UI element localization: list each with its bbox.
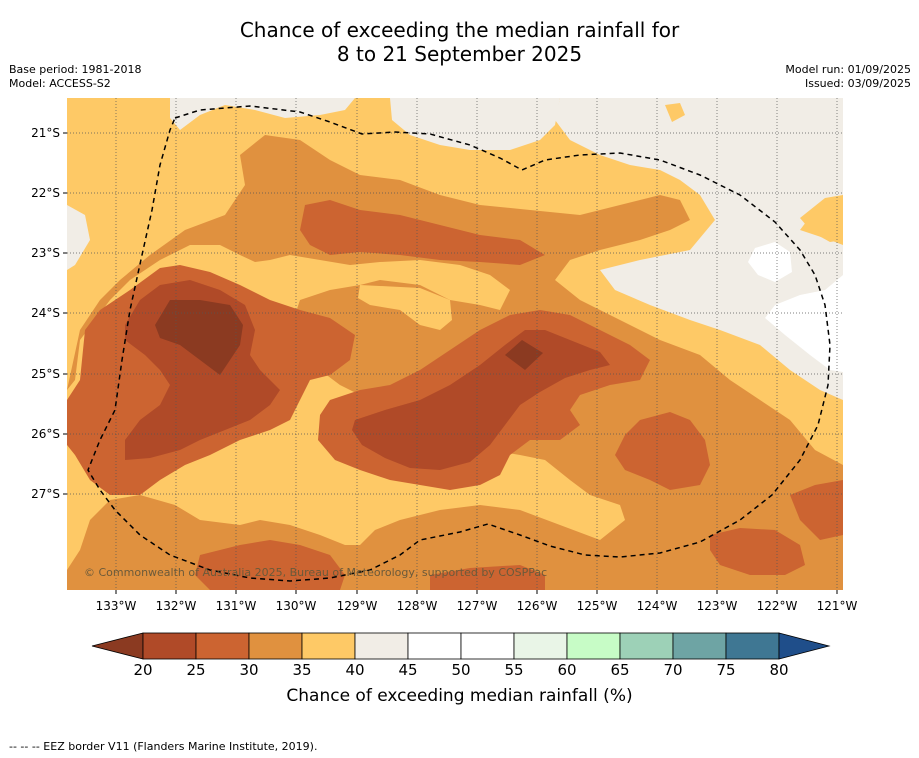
model-run: Model run: 01/09/2025 bbox=[785, 63, 911, 76]
lat-label-25s: 25°S bbox=[31, 367, 60, 381]
lon-label-128w: 128°W bbox=[396, 599, 438, 613]
colorbar-bin-70_75 bbox=[672, 632, 727, 660]
contour-25-30-south2 bbox=[430, 565, 545, 590]
axes-ticks bbox=[63, 132, 838, 594]
meta-left: Base period: 1981-2018 Model: ACCESS-S2 bbox=[9, 63, 141, 91]
base-period: Base period: 1981-2018 bbox=[9, 63, 142, 76]
map-title: Chance of exceeding the median rainfall … bbox=[0, 18, 919, 66]
eez-footnote: -- -- -- EEZ border V11 (Flanders Marine… bbox=[9, 740, 318, 753]
contour-below-20-west bbox=[155, 300, 243, 375]
colorbar-tick-60: 60 bbox=[557, 661, 577, 679]
colorbar-bin-35_40 bbox=[301, 632, 356, 660]
lon-label-131w: 131°W bbox=[215, 599, 257, 613]
contour-25-30-east bbox=[615, 412, 710, 490]
lon-label-126w: 126°W bbox=[516, 599, 558, 613]
contour-20-25-centre bbox=[352, 330, 610, 470]
map-contours bbox=[67, 98, 843, 590]
contour-25-30-south bbox=[195, 540, 345, 590]
colorbar-tick-75: 75 bbox=[716, 661, 736, 679]
colorbar-bin-50_55 bbox=[460, 632, 515, 660]
colorbar-bin-45_50 bbox=[407, 632, 462, 660]
colorbar-tick-50: 50 bbox=[451, 661, 471, 679]
contour-40-45-nw bbox=[170, 98, 355, 130]
contour-35-40-ne-patch2 bbox=[800, 195, 843, 242]
contour-45-50-e bbox=[765, 275, 843, 372]
contour-25-30-north-band bbox=[300, 200, 545, 265]
lon-label-132w: 132°W bbox=[155, 599, 197, 613]
lat-label-24s: 24°S bbox=[31, 306, 60, 320]
title-line2: 8 to 21 September 2025 bbox=[336, 42, 583, 66]
issued-date: Issued: 03/09/2025 bbox=[804, 77, 911, 90]
colorbar-tick-30: 30 bbox=[239, 661, 259, 679]
colorbar-tick-25: 25 bbox=[186, 661, 206, 679]
contour-40-45-north bbox=[390, 98, 560, 150]
contour-35-40-centre bbox=[358, 285, 452, 330]
colorbar-bin-60_65 bbox=[566, 632, 621, 660]
lat-label-21s: 21°S bbox=[31, 126, 60, 140]
lat-label-22s: 22°S bbox=[31, 186, 60, 200]
colorbar-tick-65: 65 bbox=[610, 661, 630, 679]
colorbar-tick-20: 20 bbox=[133, 661, 153, 679]
lat-label-23s: 23°S bbox=[31, 246, 60, 260]
colorbar-extend-high bbox=[778, 632, 831, 660]
lat-label-26s: 26°S bbox=[31, 427, 60, 441]
colorbar-extend-low bbox=[91, 632, 144, 660]
title-line1: Chance of exceeding the median rainfall … bbox=[239, 18, 680, 42]
contour-below-20-centre bbox=[505, 340, 543, 370]
lon-label-124w: 124°W bbox=[636, 599, 678, 613]
colorbar-tick-40: 40 bbox=[345, 661, 365, 679]
lon-label-121w: 121°W bbox=[816, 599, 858, 613]
lon-label-123w: 123°W bbox=[696, 599, 738, 613]
lat-label-27s: 27°S bbox=[31, 487, 60, 501]
colorbar-tick-35: 35 bbox=[292, 661, 312, 679]
lon-label-122w: 122°W bbox=[756, 599, 798, 613]
lon-label-125w: 125°W bbox=[576, 599, 618, 613]
colorbar-tick-45: 45 bbox=[398, 661, 418, 679]
contour-35-40-ne-patch bbox=[665, 103, 685, 122]
lon-label-127w: 127°W bbox=[456, 599, 498, 613]
colorbar-bin-25_30 bbox=[195, 632, 250, 660]
meta-right: Model run: 01/09/2025 Issued: 03/09/2025 bbox=[785, 63, 911, 91]
colorbar-tick-70: 70 bbox=[663, 661, 683, 679]
colorbar bbox=[91, 632, 831, 660]
lon-label-130w: 130°W bbox=[275, 599, 317, 613]
colorbar-bin-30_35 bbox=[248, 632, 303, 660]
colorbar-bin-20_25 bbox=[142, 632, 197, 660]
copyright-notice: © Commonwealth of Australia 2025, Bureau… bbox=[84, 566, 548, 579]
colorbar-bin-65_70 bbox=[619, 632, 674, 660]
model-name: Model: ACCESS-S2 bbox=[9, 77, 111, 90]
contour-45-50-e2 bbox=[748, 242, 792, 282]
colorbar-bin-75_80 bbox=[725, 632, 780, 660]
contour-25-30-se bbox=[710, 528, 805, 575]
colorbar-title: Chance of exceeding median rainfall (%) bbox=[286, 686, 633, 706]
lon-label-129w: 129°W bbox=[336, 599, 378, 613]
colorbar-tick-80: 80 bbox=[769, 661, 789, 679]
colorbar-tick-55: 55 bbox=[504, 661, 524, 679]
graticule bbox=[67, 98, 843, 590]
contour-25-30-se2 bbox=[790, 480, 843, 540]
contour-40-45-ne bbox=[555, 98, 843, 400]
lon-label-133w: 133°W bbox=[95, 599, 137, 613]
contour-40-45-west bbox=[67, 205, 90, 270]
colorbar-bin-40_45 bbox=[354, 632, 409, 660]
colorbar-bin-55_60 bbox=[513, 632, 568, 660]
